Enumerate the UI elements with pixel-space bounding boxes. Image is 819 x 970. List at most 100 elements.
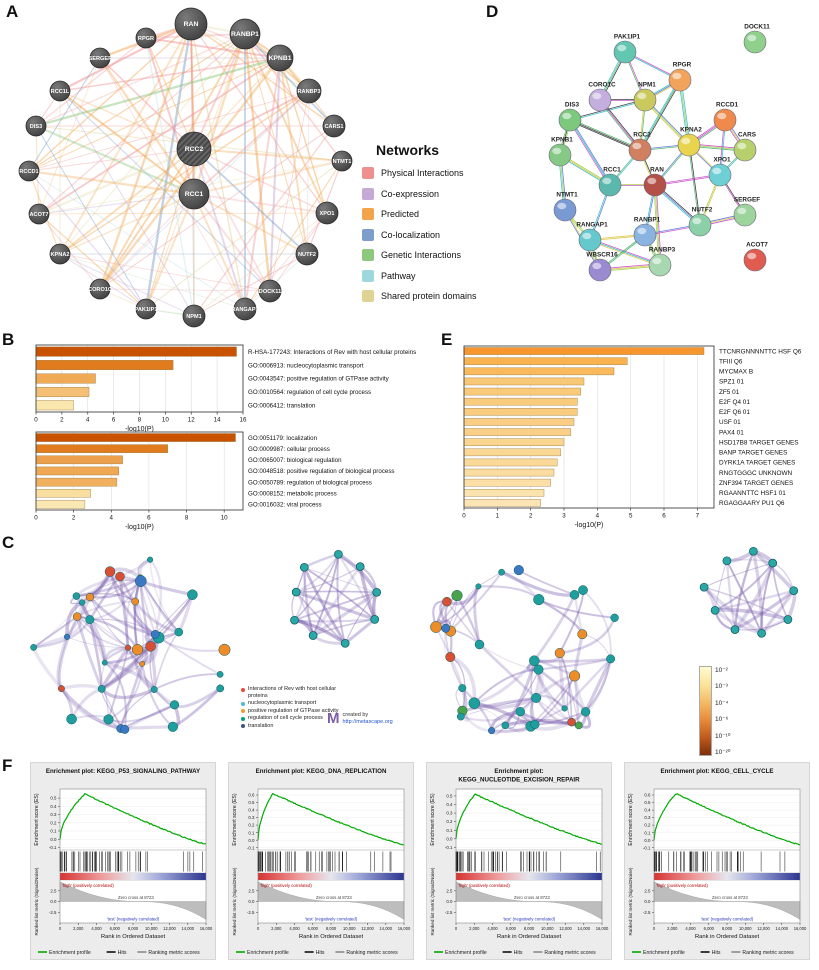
legend-label: Hits <box>514 950 523 956</box>
legend-label: Pathway <box>381 270 416 281</box>
node-highlight <box>632 142 642 150</box>
bar-label: GO:0048518: positive regulation of biolo… <box>248 468 395 475</box>
es-tick-label: 0.2 <box>446 819 453 824</box>
string-network: PAK1IP1 DOCK11 RPGR NPM1 CORO1C RCCD1 DIS3 KPNA… <box>548 24 770 282</box>
protein-node <box>733 138 757 162</box>
term-node <box>85 615 95 625</box>
protein-node <box>708 163 732 187</box>
term-node <box>147 556 154 563</box>
gene-node-label: CORO1C <box>88 287 112 293</box>
term-node <box>730 625 740 634</box>
node-highlight <box>557 202 567 210</box>
bar-label: MYCMAX B <box>719 369 753 376</box>
term-node <box>308 631 318 640</box>
rank-tick-label: 6,000 <box>506 926 517 931</box>
bar-label: PAX4 01 <box>719 429 744 436</box>
legend-label: Ranking metric scores <box>544 950 596 956</box>
credit-text: created by <box>342 711 369 718</box>
x-axis-label: -log10(P) <box>125 524 154 531</box>
term-node <box>216 671 224 678</box>
legend-label: Co-expression <box>381 188 440 199</box>
gene-node <box>28 203 50 225</box>
bar <box>35 444 168 453</box>
genemania-network: RAN RANBP1 KPNB1 RPGR SERGEF RANBP3 RCC1L CARS1… <box>18 7 353 328</box>
gsea-title: KEGG_NUCLEOTIDE_EXCISION_REPAIR <box>458 777 580 784</box>
protein-node <box>668 68 692 92</box>
gene-node <box>322 114 346 138</box>
radial-nodes <box>699 546 799 638</box>
node-highlight <box>747 252 757 260</box>
rank-color-strip <box>456 873 602 880</box>
protein-node <box>633 223 657 247</box>
term-node <box>66 713 77 725</box>
protein-node <box>648 253 672 277</box>
node-highlight <box>712 167 722 175</box>
bar-label: ZF5 01 <box>719 389 740 396</box>
term-node <box>456 712 465 721</box>
term-node <box>85 592 95 602</box>
gene-node-label: RAN <box>184 21 199 28</box>
term-node <box>370 615 380 624</box>
bar-label: TFIII Q6 <box>719 358 743 365</box>
bar <box>35 373 96 384</box>
network-legend-item: Co-localization <box>362 228 480 241</box>
panel-label-f: F <box>2 756 13 775</box>
negative-annotation: 'test' (negatively correlated) <box>503 917 556 922</box>
bar <box>35 387 90 397</box>
metascape-term-legend: Interactions of Rev with host cellular p… <box>241 686 353 730</box>
rank-tick-label: 12,000 <box>163 926 176 931</box>
x-axis-label: Rank in Ordered Dataset <box>695 934 760 940</box>
gene-node-label: RCC1L <box>51 89 70 95</box>
rank-color-strip <box>258 873 404 880</box>
gene-node-label: SERGEF <box>88 56 112 62</box>
protein-node-label: KPNA2 <box>680 127 702 134</box>
protein-node-label: RCC2 <box>633 132 651 139</box>
metric-tick-label: -2.5 <box>49 910 57 915</box>
rank-tick-label: 10,000 <box>739 926 752 931</box>
bar-label: HSD17B8 TARGET GENES <box>719 439 799 446</box>
term-legend-item: regulation of cell cycle process <box>241 715 353 722</box>
bar <box>35 500 86 509</box>
bar <box>463 448 561 457</box>
rank-tick-label: 4,000 <box>91 926 102 931</box>
panel-label-d: D <box>486 2 499 21</box>
bar <box>463 357 628 365</box>
legend-label: Physical Interactions <box>381 168 464 178</box>
term-node <box>533 594 545 606</box>
gsea-svg: Enrichment plot: KEGG_DNA_REPLICATION 0.0… <box>228 762 414 960</box>
gene-node-label: NUTF2 <box>298 252 316 258</box>
term-legend-label: Interactions of Rev with host cellular p… <box>248 686 337 699</box>
gene-node-label: DIS3 <box>30 124 42 130</box>
term-node <box>474 639 485 650</box>
legend-swatch <box>362 228 374 241</box>
x-tick-label: 14 <box>214 417 221 424</box>
protein-node-label: RAN <box>650 167 664 174</box>
es-tick-label: 0.1 <box>248 830 255 835</box>
bar-label: GO:0008152: metabolic process <box>248 491 337 498</box>
term-legend-item: nucleocytoplasmic transport <box>241 700 353 707</box>
protein-node <box>578 228 602 252</box>
term-legend-item: translation <box>241 723 353 730</box>
gene-node-label: KPNB1 <box>268 55 291 62</box>
gene-node-label: XPO1 <box>320 211 335 217</box>
bar-chart-panel_b_top: 0 2 4 6 8 10 12 14 16 R-HSA-177243: Interactions … <box>34 344 416 433</box>
bar <box>463 458 558 467</box>
enrichment-curve <box>257 792 405 846</box>
term-node <box>757 628 766 638</box>
es-tick-label: 0.5 <box>644 800 651 805</box>
term-legend-label: translation <box>248 722 274 729</box>
node-highlight <box>717 112 727 120</box>
bar-label: R-HSA-177243: Interactions of Rev with h… <box>248 349 416 356</box>
es-tick-label: 0.4 <box>644 808 651 813</box>
es-axis-label: Enrichment score (ES) <box>628 793 634 845</box>
metric-tick-label: 2.5 <box>248 888 255 893</box>
protein-node-label: DIS3 <box>565 102 580 109</box>
cluster-nodes <box>30 556 231 734</box>
term-node <box>501 721 510 730</box>
cluster-nodes <box>430 565 619 735</box>
es-tick-label: 0.4 <box>248 808 255 813</box>
legend-label: Enrichment profile <box>49 950 91 956</box>
metric-axis-label: Ranked list metric (Signal2Noise) <box>628 867 633 935</box>
colorbar-tick-label: 10⁻⁶ <box>715 716 729 724</box>
node-highlight <box>672 72 682 80</box>
